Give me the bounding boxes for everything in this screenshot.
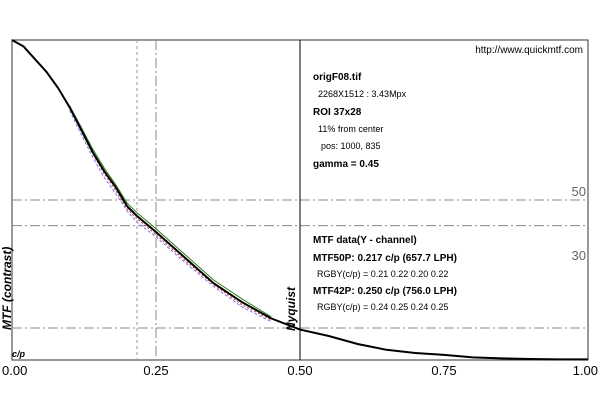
x-tick-label: 0.25 xyxy=(143,363,168,378)
info-pos: pos: 1000, 835 xyxy=(321,141,381,151)
x-tick-label: 0.50 xyxy=(287,363,312,378)
info-mtf-data: MTF data(Y - channel) xyxy=(313,235,417,246)
y-tick-labels: 50 30 xyxy=(572,184,586,263)
info-panel: origF08.tif 2268X1512 : 3.43Mpx ROI 37x2… xyxy=(313,72,457,312)
nyquist-label: Nyquist xyxy=(284,286,298,331)
info-mtf50p-rgby: RGBY(c/p) = 0.21 0.22 0.20 0.22 xyxy=(317,269,448,279)
info-roi: ROI 37x28 xyxy=(313,107,362,118)
info-mtf50p: MTF50P: 0.217 c/p (657.7 LPH) xyxy=(313,253,457,264)
mtf-color-channel-curve-3 xyxy=(69,107,272,321)
info-file: origF08.tif xyxy=(313,72,362,83)
mtf-y-channel-curve xyxy=(11,39,588,361)
x-axis-unit: c/p xyxy=(12,349,26,359)
info-from-center: 11% from center xyxy=(318,124,383,134)
mtf-curves xyxy=(11,39,588,361)
x-tick-label: 0.75 xyxy=(431,363,456,378)
mtf-color-channel-curve-1 xyxy=(69,105,272,318)
y-axis-label: MTF (contrast) xyxy=(0,247,14,330)
mtf-color-channel-curve-2 xyxy=(69,110,272,323)
info-gamma: gamma = 0.45 xyxy=(313,159,379,170)
y-tick-label: 50 xyxy=(572,184,586,199)
x-tick-label: 0.00 xyxy=(2,363,27,378)
url-label: http://www.quickmtf.com xyxy=(475,45,583,56)
y-tick-label: 30 xyxy=(572,248,586,263)
x-tick-label: 1.00 xyxy=(573,363,598,378)
x-tick-labels: 0.00 0.25 0.50 0.75 1.00 xyxy=(2,363,598,378)
info-mtf42p-rgby: RGBY(c/p) = 0.24 0.25 0.24 0.25 xyxy=(317,302,448,312)
info-dims: 2268X1512 : 3.43Mpx xyxy=(318,89,407,99)
info-mtf42p: MTF42P: 0.250 c/p (756.0 LPH) xyxy=(313,286,457,297)
